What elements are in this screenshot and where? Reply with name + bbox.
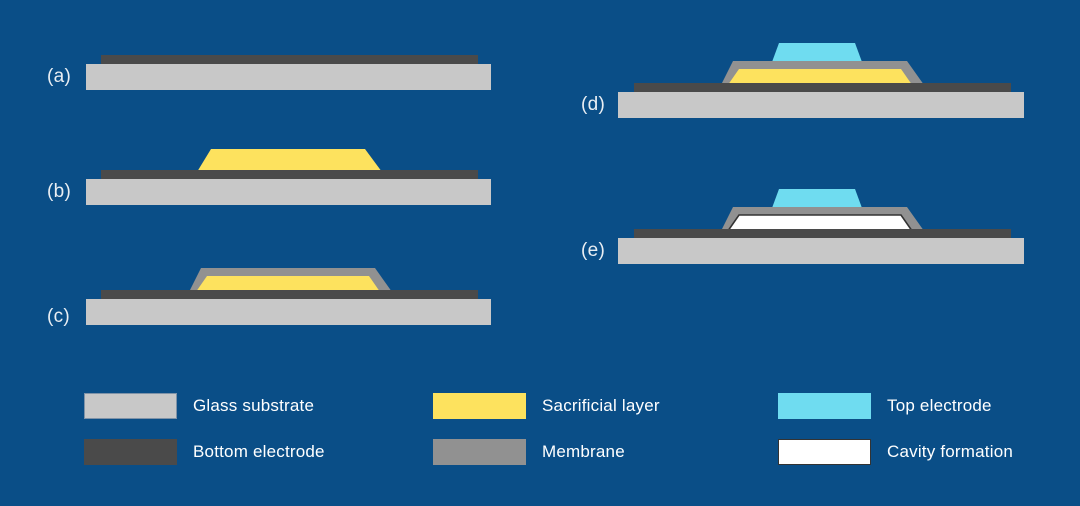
glass-substrate-layer [618,238,1024,264]
panel-c [86,268,491,325]
legend-swatch-top-electrode [778,393,871,419]
legend-swatch-membrane [433,439,526,465]
panel-b [86,149,491,205]
panel-label-a: (a) [47,66,72,87]
panel-label-b: (b) [47,181,72,202]
panel-d [618,43,1024,118]
legend-label-membrane: Membrane [542,442,625,461]
legend-item-bottom-electrode: Bottom electrode [84,439,325,465]
legend-label-sacrificial-layer: Sacrificial layer [542,396,660,415]
bottom-electrode-layer [101,170,478,181]
bottom-electrode-layer [101,55,478,66]
legend-swatch-glass-substrate [84,393,177,419]
panel-label-c: (c) [47,306,71,327]
legend-item-membrane: Membrane [433,439,625,465]
sacrificial-layer-shape [197,149,382,172]
legend-swatch-cavity-formation [778,439,871,465]
bottom-electrode-layer [101,290,478,301]
legend-item-top-electrode: Top electrode [778,393,992,419]
bottom-electrode-layer [634,83,1011,94]
top-electrode-shape [772,43,862,62]
legend-swatch-sacrificial-layer [433,393,526,419]
panel-label-e: (e) [581,240,606,261]
top-electrode-shape [772,189,862,208]
glass-substrate-layer [86,299,491,325]
legend-label-bottom-electrode: Bottom electrode [193,442,325,461]
bottom-electrode-layer [634,229,1011,240]
legend-label-top-electrode: Top electrode [887,396,992,415]
panel-label-d: (d) [581,94,606,115]
panel-e [618,189,1024,264]
glass-substrate-layer [86,64,491,90]
legend-item-sacrificial-layer: Sacrificial layer [433,393,660,419]
glass-substrate-layer [86,179,491,205]
panel-a [86,55,491,90]
legend-label-glass-substrate: Glass substrate [193,396,315,415]
legend-label-cavity-formation: Cavity formation [887,442,1014,461]
legend-item-cavity-formation: Cavity formation [778,439,1013,465]
glass-substrate-layer [618,92,1024,118]
legend-item-glass-substrate: Glass substrate [84,393,314,419]
legend-swatch-bottom-electrode [84,439,177,465]
